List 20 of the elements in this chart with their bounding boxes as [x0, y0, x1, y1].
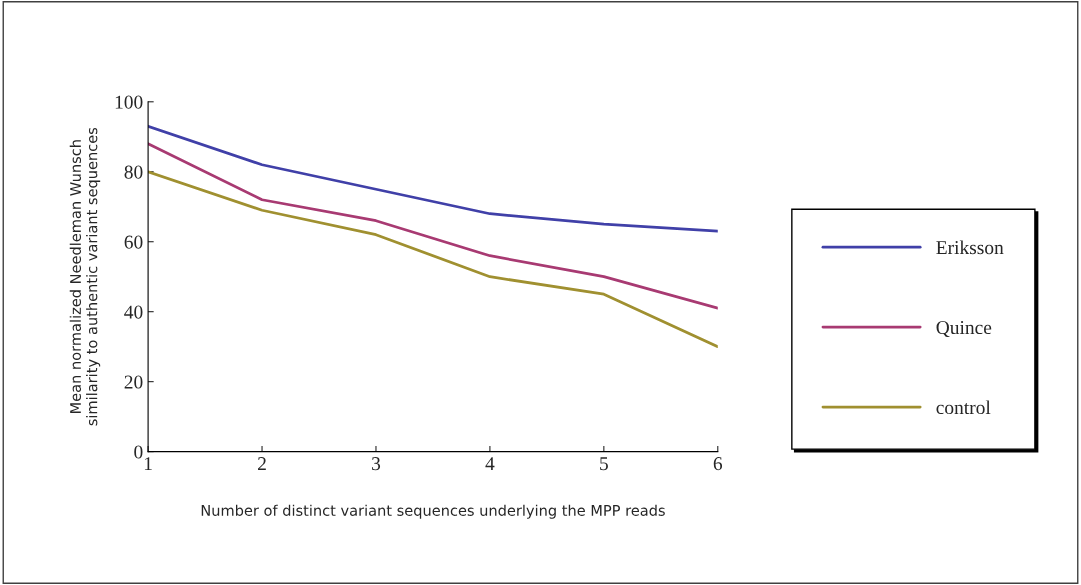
x-tick-label: 5 [600, 457, 608, 471]
y-tick-label: 80 [124, 165, 143, 179]
y-tick-label: 100 [115, 95, 143, 109]
line-series [148, 142, 718, 310]
line-series [148, 124, 718, 233]
text: control [936, 400, 991, 415]
x-tick-label: 4 [485, 457, 495, 470]
y-tick-label: 0 [134, 445, 143, 459]
y-tick-label: 60 [124, 235, 143, 249]
x-axis-title: Number of distinct variant sequences underlying the MPP reads [201, 504, 665, 519]
x-tick-label: 3 [372, 457, 381, 471]
x-tick-label: 6 [713, 457, 723, 471]
y-tick-label: 20 [124, 375, 143, 389]
x-tick-label: 2 [258, 457, 266, 470]
text: Quince [936, 321, 992, 338]
y-axis-title: Mean normalized Needleman Wunsch similarity to authentic variant sequences [69, 127, 101, 426]
text: Eriksson [936, 240, 1004, 255]
line-series [148, 170, 718, 349]
y-tick-label: 40 [124, 305, 143, 319]
x-tick-label: 1 [144, 457, 152, 470]
